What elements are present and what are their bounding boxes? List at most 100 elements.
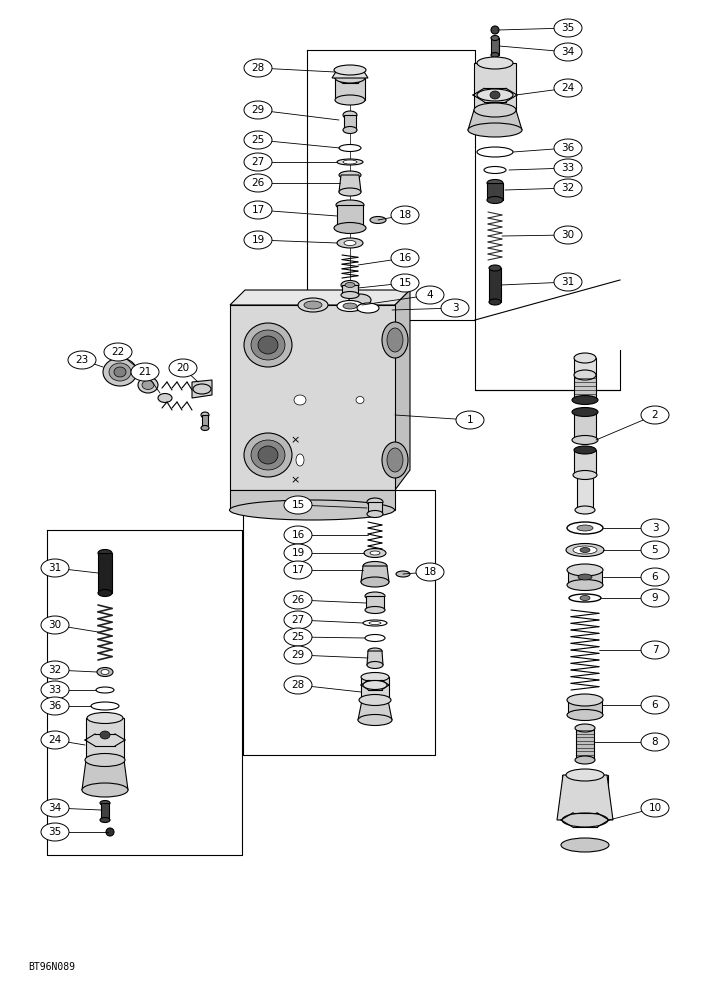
Ellipse shape: [87, 712, 123, 724]
Ellipse shape: [41, 731, 69, 749]
Ellipse shape: [577, 525, 593, 531]
Ellipse shape: [138, 377, 158, 393]
Text: 28: 28: [292, 680, 304, 690]
Text: ×: ×: [290, 475, 299, 485]
Polygon shape: [468, 110, 522, 130]
Ellipse shape: [361, 577, 389, 587]
Text: 29: 29: [251, 105, 265, 115]
Text: 4: 4: [427, 290, 433, 300]
Text: 26: 26: [292, 595, 304, 605]
Text: 29: 29: [292, 650, 304, 660]
Ellipse shape: [567, 564, 603, 576]
Ellipse shape: [491, 26, 499, 34]
Ellipse shape: [131, 363, 159, 381]
Ellipse shape: [109, 363, 131, 381]
Ellipse shape: [368, 648, 382, 654]
Text: 24: 24: [561, 83, 575, 93]
Ellipse shape: [574, 446, 596, 454]
Text: 22: 22: [111, 347, 125, 357]
Ellipse shape: [103, 358, 137, 386]
Polygon shape: [368, 502, 382, 514]
Ellipse shape: [104, 343, 132, 361]
Ellipse shape: [474, 103, 516, 117]
Text: 6: 6: [651, 572, 658, 582]
Ellipse shape: [341, 292, 359, 298]
Ellipse shape: [158, 393, 172, 402]
Text: 9: 9: [651, 593, 658, 603]
Polygon shape: [576, 728, 594, 760]
Ellipse shape: [456, 411, 484, 429]
Ellipse shape: [114, 367, 126, 377]
Ellipse shape: [41, 799, 69, 817]
Ellipse shape: [41, 823, 69, 841]
Ellipse shape: [169, 359, 197, 377]
Ellipse shape: [554, 43, 582, 61]
Ellipse shape: [284, 591, 312, 609]
Text: ×: ×: [290, 435, 299, 445]
Ellipse shape: [575, 724, 595, 732]
Ellipse shape: [365, 592, 385, 600]
Polygon shape: [82, 760, 128, 790]
Ellipse shape: [339, 171, 361, 179]
Text: 16: 16: [292, 530, 304, 540]
Ellipse shape: [357, 303, 379, 313]
Text: 31: 31: [561, 277, 575, 287]
Ellipse shape: [641, 589, 669, 607]
Ellipse shape: [554, 79, 582, 97]
Polygon shape: [86, 718, 124, 760]
Ellipse shape: [201, 426, 209, 430]
Ellipse shape: [229, 500, 394, 520]
Ellipse shape: [441, 299, 469, 317]
Ellipse shape: [387, 328, 403, 352]
Text: 18: 18: [399, 210, 411, 220]
Text: 36: 36: [561, 143, 575, 153]
Ellipse shape: [489, 265, 501, 271]
Ellipse shape: [304, 301, 322, 309]
Polygon shape: [557, 775, 613, 820]
Ellipse shape: [365, 635, 385, 642]
Polygon shape: [577, 475, 593, 510]
Ellipse shape: [489, 299, 501, 305]
Polygon shape: [101, 803, 109, 820]
Ellipse shape: [41, 697, 69, 715]
Ellipse shape: [580, 548, 590, 552]
Ellipse shape: [343, 160, 357, 164]
Ellipse shape: [363, 620, 387, 626]
Text: 16: 16: [399, 253, 411, 263]
Ellipse shape: [244, 153, 272, 171]
Polygon shape: [230, 290, 410, 305]
Text: 15: 15: [399, 278, 411, 288]
Polygon shape: [574, 358, 596, 375]
Ellipse shape: [641, 519, 669, 537]
Ellipse shape: [244, 201, 272, 219]
Ellipse shape: [284, 628, 312, 646]
Ellipse shape: [363, 680, 387, 690]
Ellipse shape: [641, 696, 669, 714]
Ellipse shape: [284, 611, 312, 629]
Ellipse shape: [554, 159, 582, 177]
Ellipse shape: [339, 188, 361, 196]
Ellipse shape: [484, 166, 506, 174]
Ellipse shape: [337, 159, 363, 165]
Ellipse shape: [41, 681, 69, 699]
Text: 31: 31: [48, 563, 62, 573]
Ellipse shape: [337, 238, 363, 248]
Ellipse shape: [100, 731, 110, 739]
Polygon shape: [230, 490, 395, 510]
Ellipse shape: [367, 510, 383, 518]
Text: 5: 5: [651, 545, 658, 555]
Ellipse shape: [561, 838, 609, 852]
Polygon shape: [335, 78, 365, 100]
Ellipse shape: [41, 559, 69, 577]
Text: 1: 1: [467, 415, 474, 425]
Ellipse shape: [258, 446, 278, 464]
Text: 15: 15: [292, 500, 304, 510]
Ellipse shape: [567, 580, 603, 590]
Ellipse shape: [334, 65, 366, 75]
Ellipse shape: [477, 57, 513, 69]
Ellipse shape: [96, 687, 114, 693]
Ellipse shape: [369, 621, 381, 624]
Ellipse shape: [382, 322, 408, 358]
Ellipse shape: [142, 380, 154, 389]
Text: 18: 18: [423, 567, 437, 577]
